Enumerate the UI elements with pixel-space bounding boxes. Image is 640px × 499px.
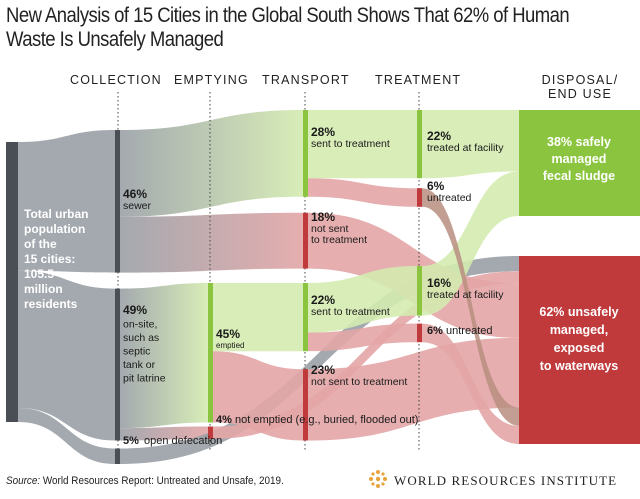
stage-label-disposal: DISPOSAL/ END USE (520, 73, 640, 101)
sankey-node-emptied (208, 283, 213, 423)
label-onsite: 49% on-site, such as septic tank or pit latri… (123, 303, 166, 385)
sankey-link-fs_untreated-to-unsafe (422, 323, 519, 444)
stage-label-emptying: EMPTYING (174, 73, 249, 87)
label-not-emptied-pct: 4% (216, 414, 232, 426)
wri-logo-icon (369, 470, 387, 488)
label-sewer-untreated: 6% untreated (427, 179, 472, 204)
label-sewer: 46% sewer (123, 187, 152, 212)
sankey-link-fs_sent-to-fs_treated (308, 266, 417, 333)
label-open: 5% (123, 435, 139, 447)
sankey-link-fs_treated-to-safe (422, 171, 519, 316)
label-fs-untreated-text: untreated (446, 325, 492, 337)
sankey-node-fs_untreated (417, 323, 422, 343)
sankey-link-sewer-to-sewer_not_sent (120, 212, 303, 273)
label-total: Total urban population of the 15 cities: 105… (24, 207, 88, 311)
source-text: World Resources Report: Untreated and Un… (40, 475, 284, 487)
stage-label-disposal-line-2: END USE (548, 87, 612, 101)
sankey-node-fs_sent (303, 283, 308, 352)
sankey-link-total-to-sewer (18, 130, 115, 273)
sankey-node-onsite (115, 288, 120, 441)
sankey-node-sewer (115, 130, 120, 273)
sankey-node-total (6, 142, 18, 422)
sankey-nodes (6, 110, 640, 464)
sankey-link-sewer_sent-to-sewer_treated (308, 110, 417, 179)
stage-label-transport: TRANSPORT (262, 73, 350, 87)
sankey-links (18, 110, 519, 464)
sankey-link-emptied-to-fs_sent (213, 283, 303, 352)
sankey-node-not_emptied (208, 426, 213, 439)
sankey-node-safe (519, 110, 640, 216)
label-emptied: 45% emptied (216, 327, 244, 350)
sankey-node-sewer_untreated (417, 188, 422, 207)
chart-title-line-2: Waste Is Unsafely Managed (6, 28, 224, 51)
chart-title: New Analysis of 15 Cities in the Global … (6, 4, 570, 52)
stage-label-treatment: TREATMENT (375, 73, 462, 87)
sankey-link-fs_sent-to-fs_untreated (308, 323, 417, 352)
label-sewer-sent: 28% sent to treatment (311, 125, 390, 150)
label-sewer-not-sent: 18% not sent to treatment (311, 210, 367, 246)
stage-label-disposal-line-1: DISPOSAL/ (541, 73, 619, 87)
sankey-link-open-to-unsafe (120, 256, 519, 464)
sankey-link-sewer-to-sewer_sent (120, 110, 303, 217)
label-fs-not-sent: 23% not sent to treatment (311, 363, 407, 388)
sankey-link-sewer_treated-to-safe (422, 110, 519, 179)
stage-label-collection: COLLECTION (70, 73, 162, 87)
sankey-link-sewer_untreated-to-unsafe (422, 188, 519, 426)
source-prefix: Source: (6, 475, 41, 487)
label-open-text: open defecation (144, 435, 222, 447)
sankey-link-sewer_sent-to-sewer_untreated (308, 178, 417, 207)
chart-title-line-1: New Analysis of 15 Cities in the Global … (6, 4, 570, 27)
sankey-node-unsafe (519, 256, 640, 444)
sankey-link-fs_not_sent-to-unsafe (308, 337, 519, 441)
sankey-node-open (115, 448, 120, 464)
source-note: Source: World Resources Report: Untreate… (6, 475, 284, 487)
sankey-node-fs_treated (417, 266, 422, 316)
label-fs-untreated-pct: 6% (427, 325, 443, 337)
label-safe: 38% safely managed fecal sludge (543, 135, 615, 183)
label-sewer-treated: 22% treated at facility (427, 129, 504, 154)
sankey-link-not_emptied-to-unsafe (213, 271, 519, 439)
label-fs-treated: 16% treated at facility (427, 276, 504, 301)
label-unsafe: 62% unsafely managed, exposed to waterways (539, 305, 618, 373)
sankey-node-sewer_sent (303, 110, 308, 197)
sankey-node-sewer_not_sent (303, 212, 308, 269)
sankey-link-onsite-to-emptied (120, 283, 208, 429)
sankey-node-fs_not_sent (303, 369, 308, 441)
label-fs-sent: 22% sent to treatment (311, 293, 390, 318)
sankey-link-total-to-onsite (18, 270, 115, 441)
label-not-emptied-text: not emptied (e.g., buried, flooded out) (235, 414, 418, 426)
sankey-link-onsite-to-not_emptied (120, 426, 208, 441)
publisher-name: WORLD RESOURCES INSTITUTE (394, 473, 618, 488)
sankey-node-sewer_treated (417, 110, 422, 179)
sankey-link-total-to-open (18, 408, 115, 464)
sankey-labels: Total urban population of the 15 cities: 105… (24, 125, 619, 447)
